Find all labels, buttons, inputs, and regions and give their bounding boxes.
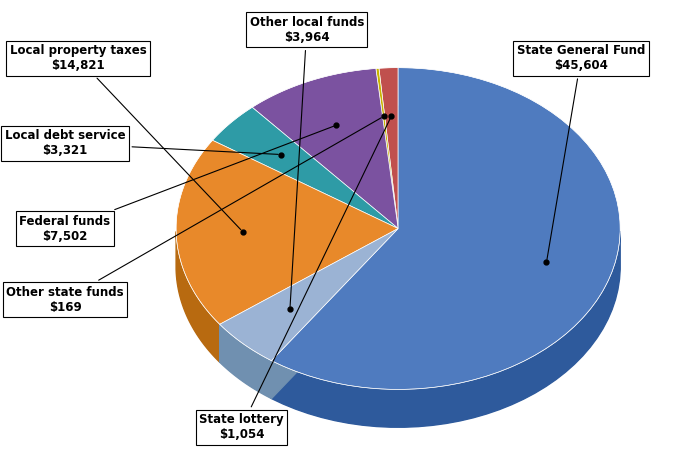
Polygon shape	[213, 107, 398, 228]
Text: Local debt service
$3,321: Local debt service $3,321	[5, 129, 278, 158]
Polygon shape	[379, 68, 398, 228]
Polygon shape	[220, 228, 398, 362]
Polygon shape	[176, 231, 220, 362]
Polygon shape	[272, 228, 398, 398]
Text: State General Fund
$45,604: State General Fund $45,604	[517, 44, 645, 259]
Text: Other local funds
$3,964: Other local funds $3,964	[249, 16, 364, 307]
Text: Local property taxes
$14,821: Local property taxes $14,821	[10, 44, 241, 230]
Polygon shape	[220, 228, 398, 362]
Polygon shape	[176, 140, 398, 324]
Ellipse shape	[176, 106, 620, 427]
Text: Other state funds
$169: Other state funds $169	[6, 118, 382, 314]
Polygon shape	[272, 68, 620, 389]
Text: State lottery
$1,054: State lottery $1,054	[199, 119, 390, 441]
Polygon shape	[272, 231, 620, 427]
Polygon shape	[252, 69, 398, 228]
Polygon shape	[272, 228, 398, 398]
Polygon shape	[220, 228, 398, 361]
Polygon shape	[220, 324, 272, 398]
Text: Federal funds
$7,502: Federal funds $7,502	[20, 126, 334, 243]
Polygon shape	[376, 68, 398, 228]
